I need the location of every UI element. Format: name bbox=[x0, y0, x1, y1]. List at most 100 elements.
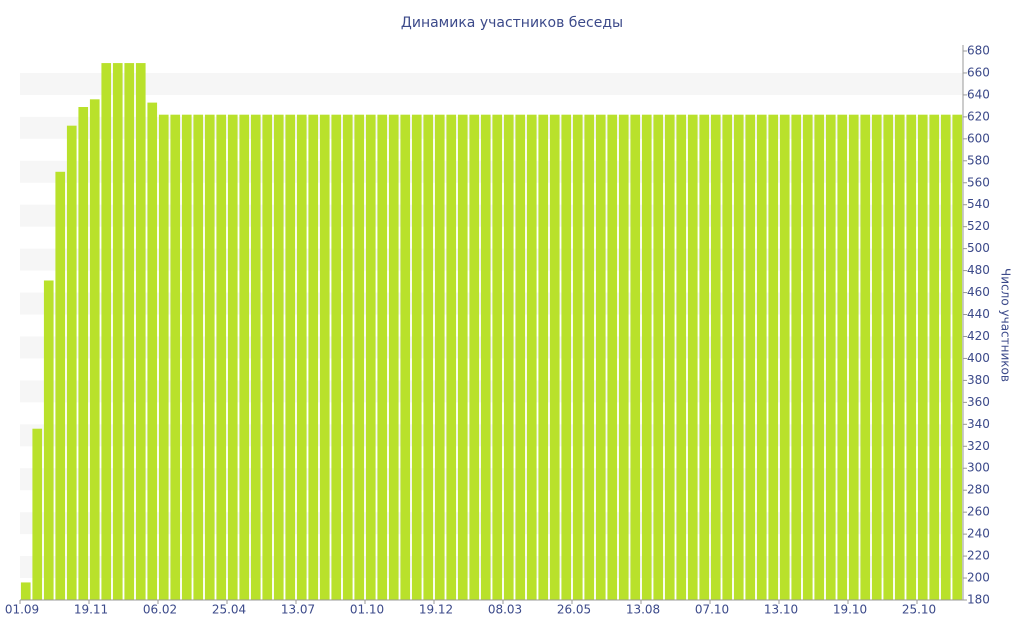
bar bbox=[722, 114, 733, 601]
y-tick-label: 380 bbox=[967, 373, 990, 387]
bar bbox=[331, 114, 342, 601]
bar bbox=[55, 171, 66, 600]
bar bbox=[365, 114, 376, 601]
x-tick-label: 19.11 bbox=[74, 603, 108, 617]
bar bbox=[423, 114, 434, 601]
bar bbox=[239, 114, 250, 601]
bar bbox=[469, 114, 480, 601]
bar bbox=[66, 125, 77, 600]
y-tick-label: 340 bbox=[967, 417, 990, 431]
bar bbox=[204, 114, 215, 601]
bar bbox=[135, 63, 146, 600]
x-tick-label: 06.02 bbox=[143, 603, 177, 617]
bar bbox=[848, 114, 859, 601]
y-tick-label: 580 bbox=[967, 153, 990, 167]
bar bbox=[296, 114, 307, 601]
bar bbox=[584, 114, 595, 601]
x-tick-label: 19.12 bbox=[419, 603, 453, 617]
bar bbox=[929, 114, 940, 601]
bar bbox=[641, 114, 652, 601]
bar bbox=[572, 114, 583, 601]
bar bbox=[871, 114, 882, 601]
bar bbox=[618, 114, 629, 601]
x-tick-label: 26.05 bbox=[557, 603, 591, 617]
y-tick-label: 500 bbox=[967, 241, 990, 255]
bar bbox=[733, 114, 744, 601]
y-tick-label: 300 bbox=[967, 461, 990, 475]
y-tick-label: 280 bbox=[967, 483, 990, 497]
bar bbox=[952, 114, 963, 601]
y-tick-label: 620 bbox=[967, 109, 990, 123]
bar bbox=[917, 114, 928, 601]
bar bbox=[342, 114, 353, 601]
bar bbox=[377, 114, 388, 601]
bar bbox=[549, 114, 560, 601]
bar bbox=[89, 99, 100, 600]
bar bbox=[630, 114, 641, 601]
bar bbox=[756, 114, 767, 601]
y-tick-label: 540 bbox=[967, 197, 990, 211]
x-tick-label: 25.10 bbox=[902, 603, 936, 617]
bar bbox=[124, 63, 135, 600]
x-tick-label: 19.10 bbox=[833, 603, 867, 617]
bar bbox=[664, 114, 675, 601]
bar bbox=[250, 114, 261, 601]
bar bbox=[216, 114, 227, 601]
bar bbox=[262, 114, 273, 601]
bar bbox=[595, 114, 606, 601]
bar bbox=[457, 114, 468, 601]
bar bbox=[43, 280, 54, 600]
bar bbox=[906, 114, 917, 601]
bar bbox=[779, 114, 790, 601]
bar bbox=[112, 63, 123, 600]
y-tick-label: 320 bbox=[967, 439, 990, 453]
bar bbox=[607, 114, 618, 601]
bar bbox=[170, 114, 181, 601]
bar bbox=[32, 428, 43, 600]
bar bbox=[687, 114, 698, 601]
y-tick-label: 640 bbox=[967, 87, 990, 101]
bar bbox=[158, 114, 169, 601]
y-tick-label: 460 bbox=[967, 285, 990, 299]
bar bbox=[653, 114, 664, 601]
bar bbox=[20, 582, 31, 600]
bar bbox=[699, 114, 710, 601]
bar bbox=[285, 114, 296, 601]
chart-title: Динамика участников беседы bbox=[401, 15, 623, 31]
x-tick-label: 13.07 bbox=[281, 603, 315, 617]
bar bbox=[492, 114, 503, 601]
bar bbox=[193, 114, 204, 601]
bar bbox=[561, 114, 572, 601]
bar bbox=[319, 114, 330, 601]
bar bbox=[710, 114, 721, 601]
y-tick-label: 480 bbox=[967, 263, 990, 277]
bar bbox=[503, 114, 514, 601]
bar bbox=[791, 114, 802, 601]
y-tick-label: 240 bbox=[967, 527, 990, 541]
bar bbox=[515, 114, 526, 601]
bar bbox=[400, 114, 411, 601]
bar bbox=[894, 114, 905, 601]
y-tick-label: 200 bbox=[967, 571, 990, 585]
bar bbox=[273, 114, 284, 601]
bar bbox=[227, 114, 238, 601]
y-tick-label: 560 bbox=[967, 175, 990, 189]
x-tick-label: 01.10 bbox=[350, 603, 384, 617]
x-tick-label: 13.10 bbox=[764, 603, 798, 617]
y-tick-label: 260 bbox=[967, 505, 990, 519]
bar bbox=[883, 114, 894, 601]
bar bbox=[101, 63, 112, 600]
bar bbox=[308, 114, 319, 601]
bar bbox=[940, 114, 951, 601]
bar bbox=[78, 106, 89, 601]
y-tick-label: 660 bbox=[967, 65, 990, 79]
bar bbox=[860, 114, 871, 601]
y-tick-label: 360 bbox=[967, 395, 990, 409]
y-tick-label: 180 bbox=[967, 593, 990, 607]
bar bbox=[411, 114, 422, 601]
x-tick-label: 07.10 bbox=[695, 603, 729, 617]
bar bbox=[147, 102, 158, 600]
bar bbox=[480, 114, 491, 601]
grid-band bbox=[20, 72, 963, 95]
